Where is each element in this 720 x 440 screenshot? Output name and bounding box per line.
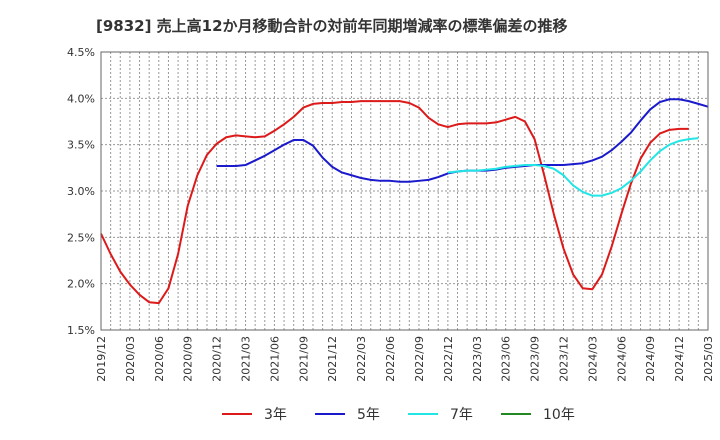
x-tick-label: 2021/06 — [268, 336, 281, 382]
plot-area — [100, 51, 709, 331]
x-tick-label: 2019/12 — [95, 336, 108, 382]
legend-label-3年: 3年 — [264, 407, 287, 423]
grid — [101, 52, 708, 330]
x-tick-label: 2024/09 — [644, 336, 657, 382]
x-tick-label: 2021/03 — [240, 336, 253, 382]
y-tick-label: 2.0% — [67, 278, 95, 291]
y-tick-label: 3.0% — [67, 185, 95, 198]
plot-border — [100, 51, 709, 331]
y-tick-label: 4.0% — [67, 92, 95, 105]
x-tick-label: 2025/03 — [702, 336, 715, 382]
series-group — [100, 98, 709, 305]
x-tick-label: 2022/06 — [384, 336, 397, 382]
x-tick-label: 2024/06 — [615, 336, 628, 382]
series-line-3年 — [100, 100, 689, 305]
legend-label-10年: 10年 — [543, 407, 575, 423]
legend: 3年 5年 7年 10年 — [222, 407, 575, 423]
legend-label-5年: 5年 — [357, 407, 380, 423]
x-tick-label: 2023/09 — [529, 336, 542, 382]
x-tick-label: 2022/09 — [413, 336, 426, 382]
x-tick-label: 2021/12 — [326, 336, 339, 382]
x-tick-label: 2022/03 — [355, 336, 368, 382]
x-axis: 2019/12 2020/03 2020/06 2020/09 2020/12 2021/… — [95, 336, 715, 382]
chart-title: [9832] 売上高12か月移動合計の対前年同期増減率の標準偏差の推移 — [96, 17, 568, 35]
y-axis: 1.5% 2.0% 2.5% 3.0% 3.5% 4.0% 4.5% — [67, 46, 95, 337]
series-line-7年 — [447, 137, 699, 197]
y-tick-label: 4.5% — [67, 46, 95, 59]
x-tick-label: 2024/03 — [586, 336, 599, 382]
x-tick-label: 2020/06 — [153, 336, 166, 382]
x-tick-label: 2022/12 — [442, 336, 455, 382]
y-tick-label: 1.5% — [67, 324, 95, 337]
x-tick-label: 2020/09 — [182, 336, 195, 382]
x-tick-label: 2020/12 — [211, 336, 224, 382]
x-tick-label: 2020/03 — [124, 336, 137, 382]
legend-label-7年: 7年 — [450, 407, 473, 423]
y-tick-label: 2.5% — [67, 231, 95, 244]
y-tick-label: 3.5% — [67, 139, 95, 152]
x-tick-label: 2024/12 — [673, 336, 686, 382]
x-tick-label: 2023/06 — [500, 336, 513, 382]
x-tick-label: 2023/03 — [471, 336, 484, 382]
x-tick-label: 2021/09 — [297, 336, 310, 382]
x-tick-label: 2023/12 — [557, 336, 570, 382]
